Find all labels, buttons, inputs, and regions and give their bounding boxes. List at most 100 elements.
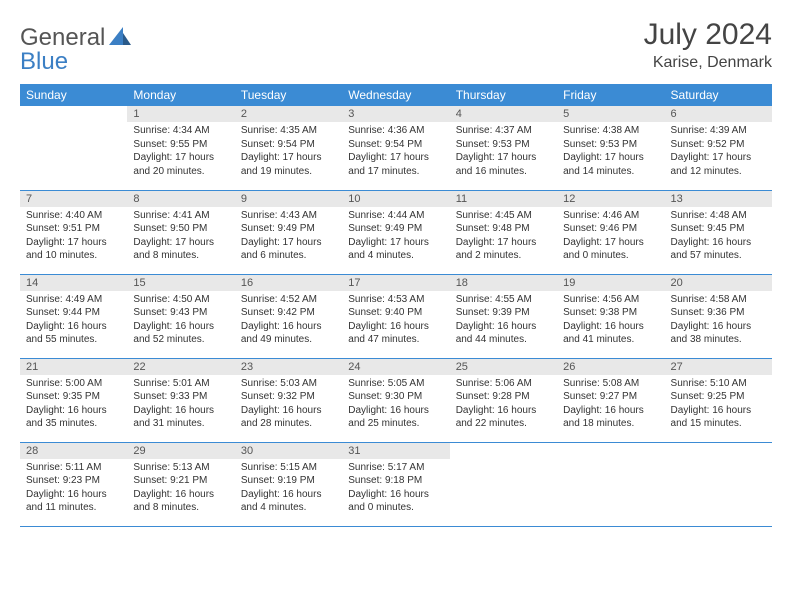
sunset-text: Sunset: 9:32 PM xyxy=(241,390,336,404)
sunrise-text: Sunrise: 4:35 AM xyxy=(241,124,336,138)
sunrise-text: Sunrise: 4:46 AM xyxy=(563,209,658,223)
calendar-day-cell: 1Sunrise: 4:34 AMSunset: 9:55 PMDaylight… xyxy=(127,106,234,190)
sunrise-text: Sunrise: 4:49 AM xyxy=(26,293,121,307)
day-details: Sunrise: 5:05 AMSunset: 9:30 PMDaylight:… xyxy=(342,375,449,435)
calendar-day-cell: 5Sunrise: 4:38 AMSunset: 9:53 PMDaylight… xyxy=(557,106,664,190)
sunset-text: Sunset: 9:54 PM xyxy=(348,138,443,152)
calendar-day-cell: 18Sunrise: 4:55 AMSunset: 9:39 PMDayligh… xyxy=(450,274,557,358)
sunset-text: Sunset: 9:42 PM xyxy=(241,306,336,320)
calendar-week-row: 1Sunrise: 4:34 AMSunset: 9:55 PMDaylight… xyxy=(20,106,772,190)
sunrise-text: Sunrise: 5:08 AM xyxy=(563,377,658,391)
calendar-day-cell: 31Sunrise: 5:17 AMSunset: 9:18 PMDayligh… xyxy=(342,442,449,526)
sunrise-text: Sunrise: 4:58 AM xyxy=(671,293,766,307)
sunset-text: Sunset: 9:46 PM xyxy=(563,222,658,236)
calendar-day-cell: 7Sunrise: 4:40 AMSunset: 9:51 PMDaylight… xyxy=(20,190,127,274)
calendar-day-cell: 11Sunrise: 4:45 AMSunset: 9:48 PMDayligh… xyxy=(450,190,557,274)
daylight-text: Daylight: 16 hours and 11 minutes. xyxy=(26,488,121,515)
daylight-text: Daylight: 17 hours and 14 minutes. xyxy=(563,151,658,178)
sunset-text: Sunset: 9:33 PM xyxy=(133,390,228,404)
sunrise-text: Sunrise: 4:52 AM xyxy=(241,293,336,307)
day-details: Sunrise: 4:50 AMSunset: 9:43 PMDaylight:… xyxy=(127,291,234,351)
sunrise-text: Sunrise: 5:05 AM xyxy=(348,377,443,391)
calendar-week-row: 28Sunrise: 5:11 AMSunset: 9:23 PMDayligh… xyxy=(20,442,772,526)
daylight-text: Daylight: 17 hours and 10 minutes. xyxy=(26,236,121,263)
sunrise-text: Sunrise: 5:03 AM xyxy=(241,377,336,391)
calendar-week-row: 7Sunrise: 4:40 AMSunset: 9:51 PMDaylight… xyxy=(20,190,772,274)
sunrise-text: Sunrise: 4:38 AM xyxy=(563,124,658,138)
day-number: 18 xyxy=(450,275,557,291)
sunset-text: Sunset: 9:49 PM xyxy=(348,222,443,236)
day-number: 16 xyxy=(235,275,342,291)
day-details: Sunrise: 4:52 AMSunset: 9:42 PMDaylight:… xyxy=(235,291,342,351)
sunset-text: Sunset: 9:30 PM xyxy=(348,390,443,404)
day-number: 15 xyxy=(127,275,234,291)
weekday-header: Wednesday xyxy=(342,84,449,106)
logo-blue-row: Blue xyxy=(20,48,68,76)
sunset-text: Sunset: 9:49 PM xyxy=(241,222,336,236)
day-number: 4 xyxy=(450,106,557,122)
sunrise-text: Sunrise: 4:43 AM xyxy=(241,209,336,223)
sunrise-text: Sunrise: 4:37 AM xyxy=(456,124,551,138)
day-details: Sunrise: 5:01 AMSunset: 9:33 PMDaylight:… xyxy=(127,375,234,435)
daylight-text: Daylight: 16 hours and 22 minutes. xyxy=(456,404,551,431)
sunset-text: Sunset: 9:36 PM xyxy=(671,306,766,320)
calendar-day-cell: 27Sunrise: 5:10 AMSunset: 9:25 PMDayligh… xyxy=(665,358,772,442)
sunset-text: Sunset: 9:53 PM xyxy=(563,138,658,152)
day-details: Sunrise: 4:53 AMSunset: 9:40 PMDaylight:… xyxy=(342,291,449,351)
header: General July 2024 Karise, Denmark xyxy=(20,18,772,72)
day-details: Sunrise: 4:55 AMSunset: 9:39 PMDaylight:… xyxy=(450,291,557,351)
sunrise-text: Sunrise: 5:10 AM xyxy=(671,377,766,391)
day-details: Sunrise: 4:36 AMSunset: 9:54 PMDaylight:… xyxy=(342,122,449,182)
day-number: 27 xyxy=(665,359,772,375)
sunrise-text: Sunrise: 5:00 AM xyxy=(26,377,121,391)
day-details: Sunrise: 5:13 AMSunset: 9:21 PMDaylight:… xyxy=(127,459,234,519)
day-number: 17 xyxy=(342,275,449,291)
calendar-header-row: SundayMondayTuesdayWednesdayThursdayFrid… xyxy=(20,84,772,106)
day-details: Sunrise: 5:10 AMSunset: 9:25 PMDaylight:… xyxy=(665,375,772,435)
day-number: 7 xyxy=(20,191,127,207)
location-label: Karise, Denmark xyxy=(644,54,772,72)
day-details: Sunrise: 4:37 AMSunset: 9:53 PMDaylight:… xyxy=(450,122,557,182)
sunset-text: Sunset: 9:27 PM xyxy=(563,390,658,404)
day-details: Sunrise: 5:08 AMSunset: 9:27 PMDaylight:… xyxy=(557,375,664,435)
calendar-body: 1Sunrise: 4:34 AMSunset: 9:55 PMDaylight… xyxy=(20,106,772,526)
calendar-day-cell xyxy=(557,442,664,526)
sunrise-text: Sunrise: 4:45 AM xyxy=(456,209,551,223)
daylight-text: Daylight: 17 hours and 6 minutes. xyxy=(241,236,336,263)
daylight-text: Daylight: 17 hours and 2 minutes. xyxy=(456,236,551,263)
sunrise-text: Sunrise: 4:34 AM xyxy=(133,124,228,138)
weekday-header: Saturday xyxy=(665,84,772,106)
calendar-day-cell: 15Sunrise: 4:50 AMSunset: 9:43 PMDayligh… xyxy=(127,274,234,358)
weekday-header: Thursday xyxy=(450,84,557,106)
calendar-day-cell: 17Sunrise: 4:53 AMSunset: 9:40 PMDayligh… xyxy=(342,274,449,358)
sunrise-text: Sunrise: 4:40 AM xyxy=(26,209,121,223)
sunrise-text: Sunrise: 4:39 AM xyxy=(671,124,766,138)
day-details: Sunrise: 5:11 AMSunset: 9:23 PMDaylight:… xyxy=(20,459,127,519)
day-number: 22 xyxy=(127,359,234,375)
calendar-day-cell: 2Sunrise: 4:35 AMSunset: 9:54 PMDaylight… xyxy=(235,106,342,190)
day-number: 31 xyxy=(342,443,449,459)
calendar-day-cell: 22Sunrise: 5:01 AMSunset: 9:33 PMDayligh… xyxy=(127,358,234,442)
day-details: Sunrise: 4:39 AMSunset: 9:52 PMDaylight:… xyxy=(665,122,772,182)
day-number: 9 xyxy=(235,191,342,207)
sunrise-text: Sunrise: 5:15 AM xyxy=(241,461,336,475)
calendar-day-cell: 19Sunrise: 4:56 AMSunset: 9:38 PMDayligh… xyxy=(557,274,664,358)
calendar-day-cell: 24Sunrise: 5:05 AMSunset: 9:30 PMDayligh… xyxy=(342,358,449,442)
sunset-text: Sunset: 9:43 PM xyxy=(133,306,228,320)
day-details: Sunrise: 4:35 AMSunset: 9:54 PMDaylight:… xyxy=(235,122,342,182)
sunrise-text: Sunrise: 4:41 AM xyxy=(133,209,228,223)
daylight-text: Daylight: 16 hours and 44 minutes. xyxy=(456,320,551,347)
day-number: 2 xyxy=(235,106,342,122)
sunset-text: Sunset: 9:54 PM xyxy=(241,138,336,152)
daylight-text: Daylight: 16 hours and 8 minutes. xyxy=(133,488,228,515)
daylight-text: Daylight: 16 hours and 55 minutes. xyxy=(26,320,121,347)
calendar-day-cell xyxy=(20,106,127,190)
daylight-text: Daylight: 16 hours and 52 minutes. xyxy=(133,320,228,347)
day-details: Sunrise: 4:40 AMSunset: 9:51 PMDaylight:… xyxy=(20,207,127,267)
sunset-text: Sunset: 9:40 PM xyxy=(348,306,443,320)
sunset-text: Sunset: 9:53 PM xyxy=(456,138,551,152)
daylight-text: Daylight: 16 hours and 47 minutes. xyxy=(348,320,443,347)
weekday-header: Tuesday xyxy=(235,84,342,106)
day-number: 14 xyxy=(20,275,127,291)
day-number: 30 xyxy=(235,443,342,459)
